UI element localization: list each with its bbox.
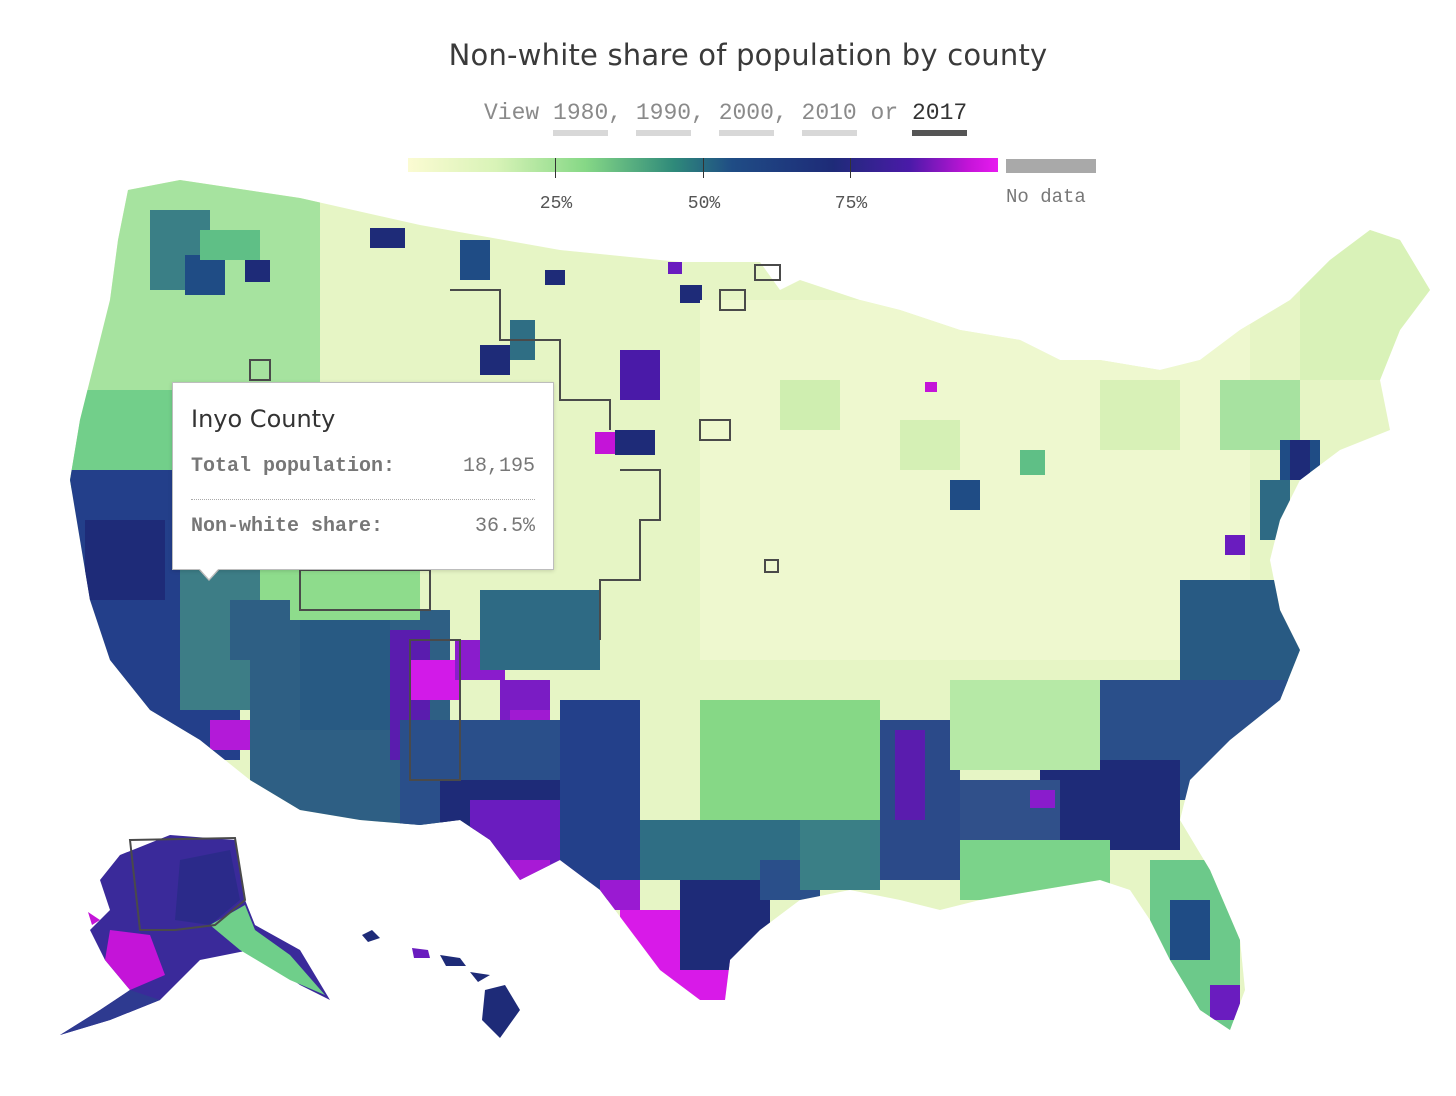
tooltip-divider — [191, 499, 535, 500]
year-option-2017[interactable]: 2017 — [911, 100, 968, 136]
legend-label-25: 25% — [539, 194, 573, 214]
legend-no-data-swatch — [1006, 159, 1096, 173]
color-legend: 25% 50% 75% No data — [408, 158, 1108, 218]
year-selector-prefix: View — [484, 100, 540, 126]
tooltip-share-row: Non-white share: 36.5% — [191, 515, 535, 538]
tooltip-population-label: Total population: — [191, 455, 396, 478]
region-outlines — [128, 264, 781, 931]
legend-no-data-label: No data — [1006, 186, 1086, 208]
year-option-2000[interactable]: 2000 — [718, 100, 774, 136]
year-option-1990[interactable]: 1990 — [635, 100, 692, 136]
legend-label-50: 50% — [687, 194, 721, 214]
map-title: Non-white share of population by county — [448, 38, 1048, 72]
hawaii-counties — [362, 930, 520, 1038]
contiguous-us-counties — [70, 180, 1430, 1030]
legend-tick-25 — [555, 158, 556, 178]
tooltip-population-value: 18,195 — [462, 455, 535, 478]
legend-tick-75 — [850, 158, 851, 178]
year-option-1980[interactable]: 1980 — [553, 100, 609, 136]
tooltip-population-row: Total population: 18,195 — [191, 455, 535, 478]
tooltip-share-value: 36.5% — [474, 515, 535, 538]
alaska-counties — [60, 835, 330, 1035]
year-option-2010[interactable]: 2010 — [801, 100, 857, 136]
tooltip-share-label: Non-white share: — [191, 515, 384, 538]
county-tooltip: Inyo County Total population: 18,195 Non… — [172, 382, 554, 570]
legend-label-75: 75% — [834, 194, 868, 214]
year-selector-connector: or — [870, 100, 899, 126]
legend-tick-50 — [703, 158, 704, 178]
year-selector: View 1980, 1990, 2000, 2010 or 2017 — [484, 100, 968, 136]
tooltip-arrow — [198, 567, 220, 579]
tooltip-county-name: Inyo County — [191, 405, 336, 433]
